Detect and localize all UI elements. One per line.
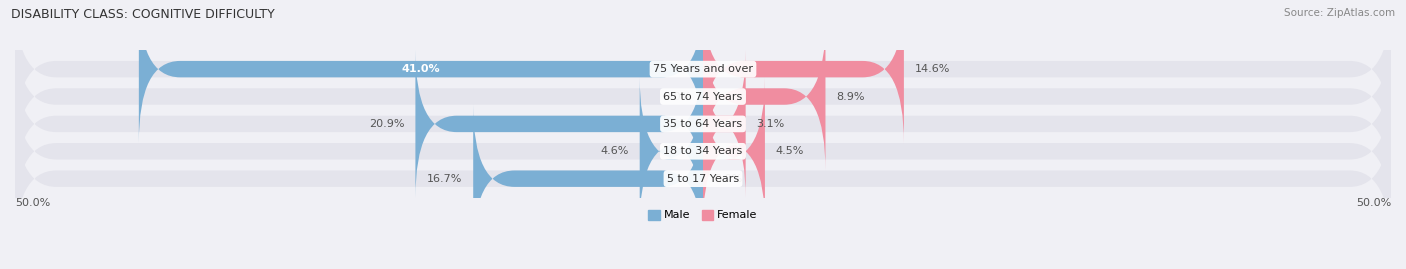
Legend: Male, Female: Male, Female	[644, 205, 762, 225]
Text: 75 Years and over: 75 Years and over	[652, 64, 754, 74]
FancyBboxPatch shape	[415, 50, 703, 198]
FancyBboxPatch shape	[703, 0, 904, 143]
Text: 16.7%: 16.7%	[427, 174, 463, 184]
Text: 50.0%: 50.0%	[15, 199, 51, 208]
FancyBboxPatch shape	[15, 23, 1391, 171]
FancyBboxPatch shape	[15, 77, 1391, 225]
FancyBboxPatch shape	[139, 0, 703, 143]
Text: 0.0%: 0.0%	[664, 91, 692, 101]
FancyBboxPatch shape	[15, 50, 1391, 198]
Text: 41.0%: 41.0%	[402, 64, 440, 74]
FancyBboxPatch shape	[15, 0, 1391, 143]
FancyBboxPatch shape	[703, 50, 745, 198]
Text: 50.0%: 50.0%	[1355, 199, 1391, 208]
Text: 4.6%: 4.6%	[600, 146, 628, 156]
Text: DISABILITY CLASS: COGNITIVE DIFFICULTY: DISABILITY CLASS: COGNITIVE DIFFICULTY	[11, 8, 276, 21]
Text: 4.5%: 4.5%	[776, 146, 804, 156]
Text: 0.0%: 0.0%	[714, 174, 742, 184]
Text: 3.1%: 3.1%	[756, 119, 785, 129]
Text: 14.6%: 14.6%	[915, 64, 950, 74]
FancyBboxPatch shape	[474, 105, 703, 253]
Text: 20.9%: 20.9%	[368, 119, 405, 129]
Text: 18 to 34 Years: 18 to 34 Years	[664, 146, 742, 156]
Text: 35 to 64 Years: 35 to 64 Years	[664, 119, 742, 129]
Text: Source: ZipAtlas.com: Source: ZipAtlas.com	[1284, 8, 1395, 18]
FancyBboxPatch shape	[703, 23, 825, 171]
FancyBboxPatch shape	[640, 77, 703, 225]
FancyBboxPatch shape	[15, 105, 1391, 253]
Text: 8.9%: 8.9%	[837, 91, 865, 101]
FancyBboxPatch shape	[703, 77, 765, 225]
Text: 65 to 74 Years: 65 to 74 Years	[664, 91, 742, 101]
Text: 5 to 17 Years: 5 to 17 Years	[666, 174, 740, 184]
